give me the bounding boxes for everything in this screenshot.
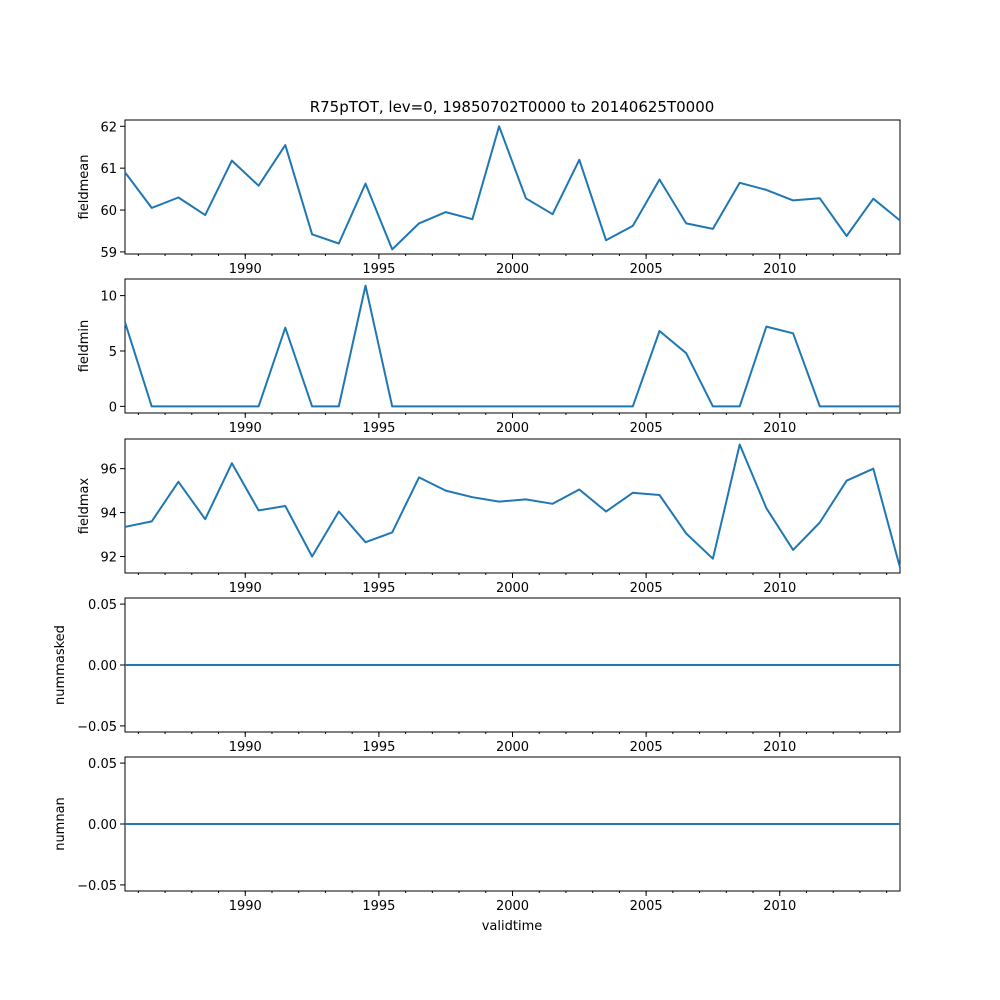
y-axis-label: fieldmax <box>77 478 92 535</box>
x-tick-label: 2010 <box>763 740 796 755</box>
x-tick-label: 1995 <box>362 581 395 596</box>
x-tick-label: 1995 <box>362 740 395 755</box>
y-tick-label: 5 <box>109 345 117 360</box>
x-tick-label: 2000 <box>496 262 529 277</box>
x-tick-label: 2005 <box>630 262 663 277</box>
y-tick-label: 60 <box>100 204 117 219</box>
x-tick-label: 2000 <box>496 740 529 755</box>
chart-title: R75pTOT, lev=0, 19850702T0000 to 2014062… <box>310 98 715 116</box>
x-tick-label: 1995 <box>362 421 395 436</box>
y-tick-label: 0.00 <box>88 818 117 833</box>
y-tick-label: 92 <box>100 551 117 566</box>
x-tick-label: 2010 <box>763 421 796 436</box>
x-tick-label: 2005 <box>630 740 663 755</box>
x-tick-label: 1995 <box>362 899 395 914</box>
y-tick-label: −0.05 <box>77 720 117 735</box>
y-tick-label: −0.05 <box>77 879 117 894</box>
y-tick-label: 0.05 <box>88 598 117 613</box>
y-tick-label: 94 <box>100 507 117 522</box>
y-axis-label: numnan <box>53 797 68 851</box>
series-line-fieldmax <box>124 443 901 568</box>
y-tick-label: 61 <box>100 162 117 177</box>
panels: 1990 1995 2000 2005 201059606162fieldmean199… <box>53 119 901 914</box>
x-tick-label: 1990 <box>229 740 262 755</box>
series-line-fieldmin <box>124 284 900 408</box>
x-axis-label: validtime <box>482 919 543 934</box>
series-line-fieldmean <box>124 125 901 251</box>
x-tick-label: 1990 <box>229 421 262 436</box>
y-tick-label: 96 <box>100 463 117 478</box>
x-tick-label: 2005 <box>630 421 663 436</box>
y-axis-label: fieldmin <box>77 320 92 373</box>
x-tick-label: 2000 <box>496 581 529 596</box>
y-tick-label: 0.05 <box>88 757 117 772</box>
x-tick-label: 2000 <box>496 899 529 914</box>
panel-nummasked: 1990 1995 2000 2005 2010 −0.05 0.00 0.05 nummask… <box>53 597 901 755</box>
x-tick-label: 1990 <box>229 581 262 596</box>
y-tick-label: 10 <box>100 290 117 305</box>
panel-fieldmax: 1990 1995 2000 2005 2010 92 94 96 fieldmax <box>77 438 901 596</box>
x-tick-label: 2000 <box>496 421 529 436</box>
panel-fieldmin: 1990 1995 2000 2005 2010 0 5 10 fieldmin <box>77 278 901 436</box>
y-tick-label: 0.00 <box>88 659 117 674</box>
x-tick-label: 2005 <box>630 899 663 914</box>
y-tick-label: 62 <box>100 120 117 135</box>
x-tick-label: 2010 <box>763 899 796 914</box>
x-tick-label: 2010 <box>763 581 796 596</box>
y-axis-label: fieldmean <box>77 155 92 220</box>
panel-numnan: 1990 1995 2000 2005 2010 −0.05 0.00 0.05 numnan <box>53 756 901 914</box>
y-tick-label: 0 <box>109 400 117 415</box>
y-axis-label: nummasked <box>53 625 68 705</box>
x-tick-label: 2010 <box>763 262 796 277</box>
y-tick-label: 59 <box>100 246 117 261</box>
x-tick-label: 1990 <box>229 262 262 277</box>
x-tick-label: 1990 <box>229 899 262 914</box>
x-tick-label: 1995 <box>362 262 395 277</box>
x-tick-label: 2005 <box>630 581 663 596</box>
panel-fieldmean: 1990 1995 2000 2005 2010 59 60 61 62 fieldmean <box>77 119 901 277</box>
